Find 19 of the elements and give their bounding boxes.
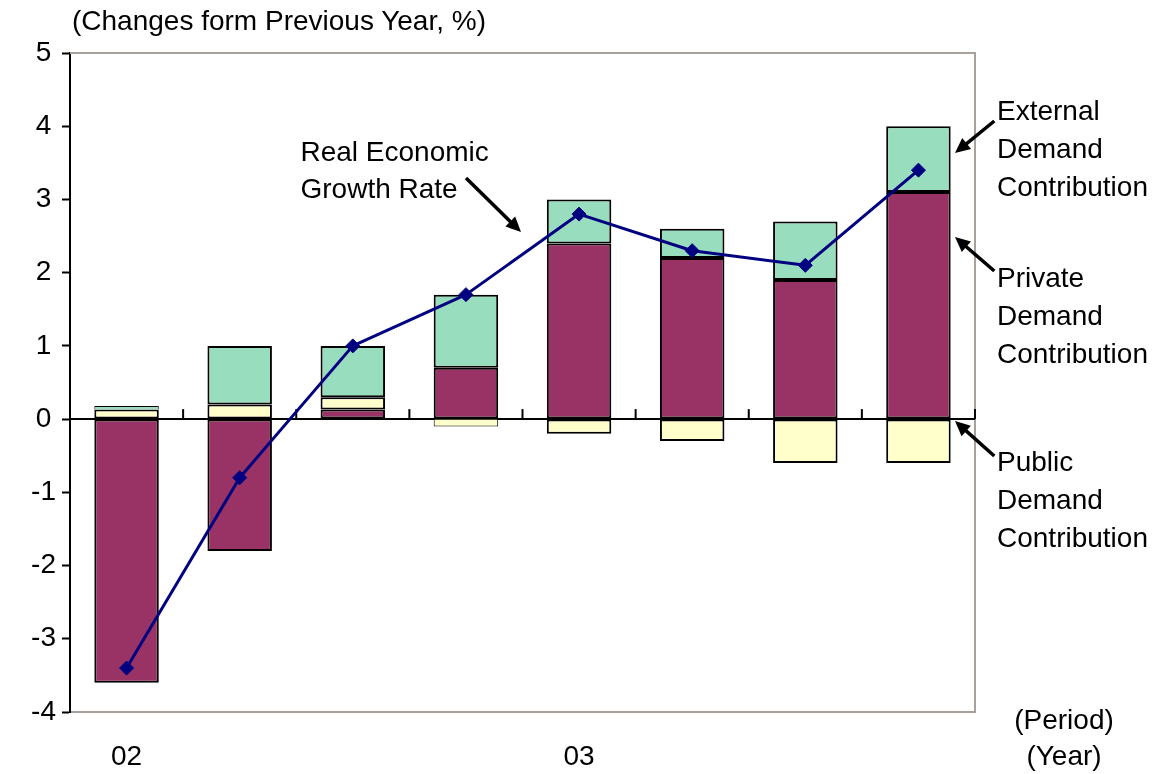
y-tick-label: 2 [35, 255, 52, 287]
text: (Year) [1026, 739, 1102, 771]
y-tick-label: -2 [31, 548, 56, 580]
text: Real Economic Growth Rate [300, 136, 489, 205]
series-label: Private Demand Contribution [997, 262, 1148, 370]
x-tick-label: 03 [563, 739, 595, 771]
y-axis-title: (Changes form Previous Year, %) [72, 4, 486, 36]
text: (Period) [1014, 703, 1114, 735]
x-tick-label: 02 [110, 739, 143, 771]
y-tick-label: -4 [31, 694, 56, 726]
y-tick-label: 4 [35, 108, 52, 140]
y-tick-label: 5 [35, 35, 52, 67]
y-tick-label: 1 [35, 328, 52, 360]
y-tick-label: 0 [35, 401, 52, 433]
y-tick-label: 3 [35, 182, 52, 214]
y-tick-label: -3 [31, 621, 56, 653]
y-tick-label: -1 [31, 475, 56, 507]
series-label: External Demand Contribution [997, 95, 1148, 203]
series-label: Public Demand Contribution [997, 445, 1148, 553]
